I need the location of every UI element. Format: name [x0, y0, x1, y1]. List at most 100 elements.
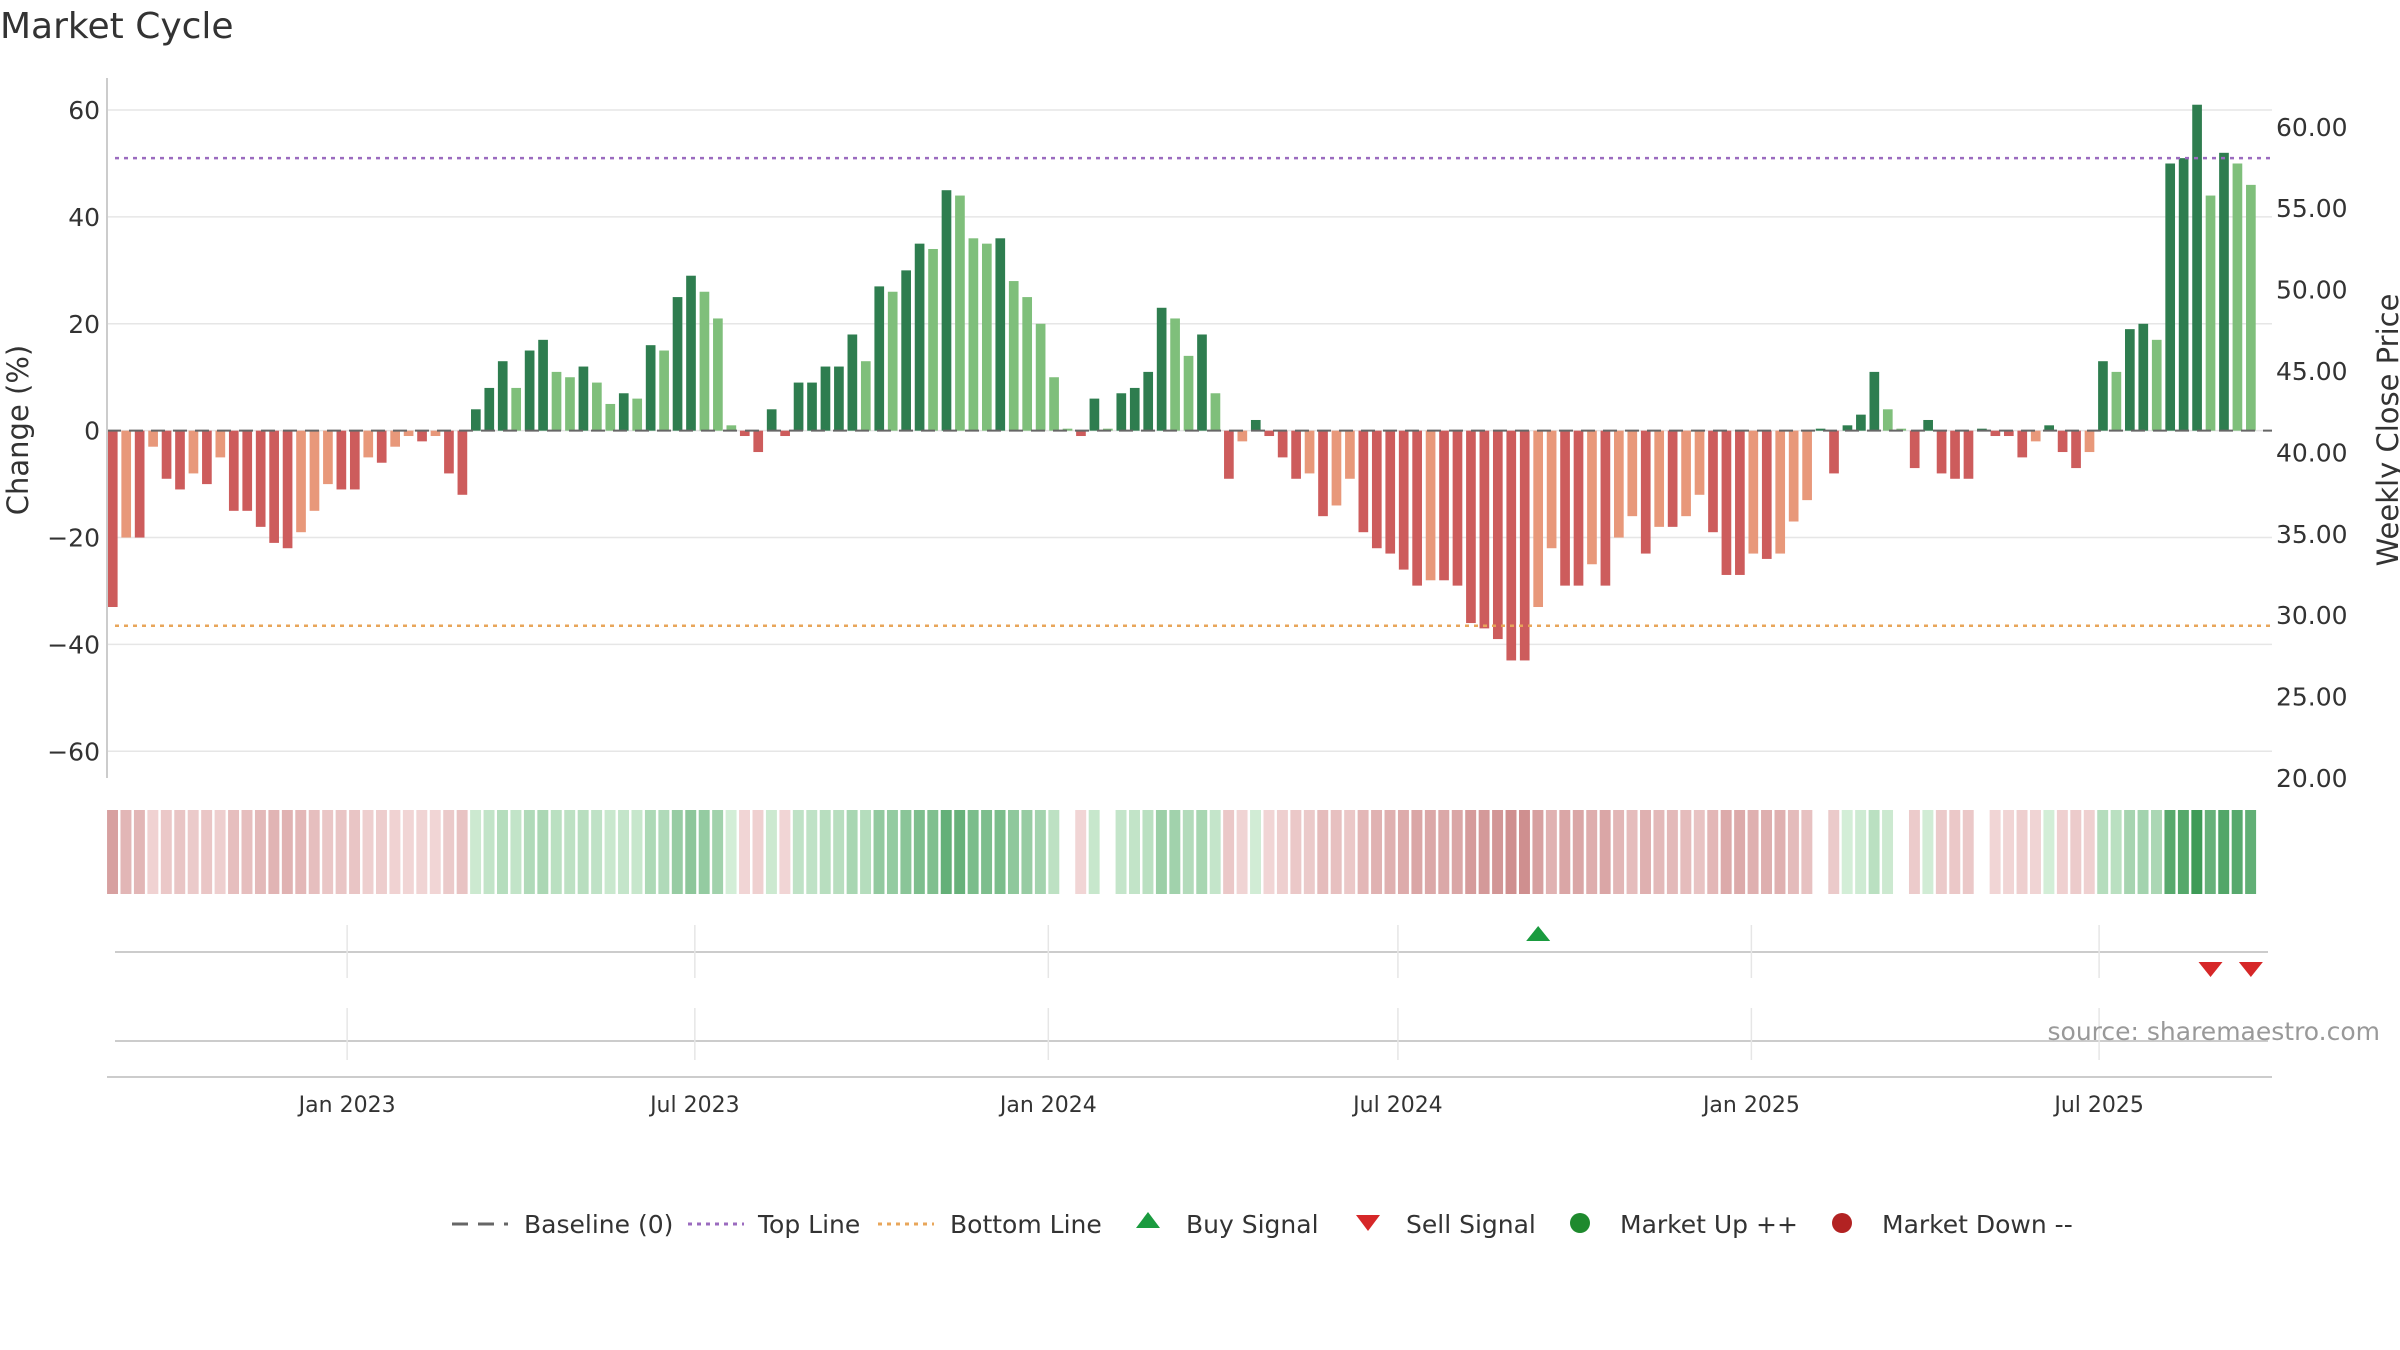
strip-cell [1518, 810, 1530, 894]
strip-cell [335, 810, 347, 894]
strip-cell [591, 810, 603, 894]
strip-cell [564, 810, 576, 894]
strip-cell [537, 810, 549, 894]
bar [1492, 430, 1503, 640]
bar [1909, 430, 1920, 469]
bar [202, 430, 212, 485]
bar [1197, 334, 1207, 431]
bar [2232, 163, 2243, 431]
strip-cell [577, 810, 589, 894]
strip-cell [1908, 810, 1920, 894]
bar [1950, 430, 1960, 479]
strip-cell [1774, 810, 1786, 894]
bar [296, 430, 306, 533]
bar [1802, 430, 1812, 501]
y-tick-label: −20 [47, 524, 100, 553]
bar [1990, 430, 2001, 437]
strip-cell [201, 810, 213, 894]
strip-cell [1196, 810, 1208, 894]
bar [484, 387, 495, 431]
strip-cell [1371, 810, 1383, 894]
strip-cell [658, 810, 670, 894]
bar [148, 430, 158, 447]
strip-cell [2043, 810, 2055, 894]
strip-cell [792, 810, 804, 894]
bar [1519, 430, 1530, 661]
bar [1721, 430, 1732, 575]
bar [2205, 195, 2216, 431]
strip-cell [1653, 810, 1665, 894]
bar [565, 377, 575, 431]
reference-lines [107, 156, 2272, 627]
strip-cell [174, 810, 186, 894]
x-tick-label: Jul 2025 [2052, 1093, 2144, 1118]
strip-cell [160, 810, 172, 894]
bar [1224, 430, 1234, 479]
heatmap-strip [107, 810, 2257, 894]
y-tick-label: 20 [68, 310, 100, 339]
y2-tick-label: 25.00 [2276, 683, 2348, 712]
y2-tick-label: 45.00 [2276, 357, 2348, 386]
bar [2246, 184, 2256, 431]
strip-cell [2137, 810, 2149, 894]
strip-cell [375, 810, 387, 894]
bar [1856, 414, 1866, 431]
y-tick-label: −60 [47, 737, 100, 766]
bar [1129, 387, 1140, 431]
bar [175, 430, 185, 490]
strip-cell [1169, 810, 1181, 894]
strip-cell [1747, 810, 1759, 894]
bar [1694, 430, 1705, 495]
y2-tick-label: 30.00 [2276, 601, 2348, 630]
bar [1331, 430, 1342, 506]
bar [686, 275, 696, 431]
strip-cell [860, 810, 872, 894]
bar [645, 345, 656, 431]
strip-cell [1250, 810, 1261, 894]
strip-cell [1882, 810, 1894, 894]
strip-cell [846, 810, 858, 894]
bar [188, 430, 199, 474]
strip-cell [1814, 810, 1826, 894]
strip-cell [416, 810, 428, 894]
x-tick-label: Jan 2023 [297, 1093, 396, 1118]
bar [1358, 430, 1369, 533]
strip-cell [295, 810, 307, 894]
bar [511, 387, 522, 431]
strip-cell [120, 810, 132, 894]
strip-cell [1102, 810, 1114, 894]
strip-cell [1855, 810, 1867, 894]
bar [282, 430, 293, 549]
bar [323, 430, 333, 485]
strip-cell [1209, 810, 1221, 894]
bar [336, 430, 347, 490]
bar [1923, 419, 1933, 431]
bar [1748, 430, 1759, 554]
source-note: source: sharemaestro.com [2048, 1017, 2381, 1046]
triangle-up-icon [1136, 1212, 1160, 1228]
strip-cell [1787, 810, 1799, 894]
bar [524, 350, 535, 431]
strip-cell [1949, 810, 1961, 894]
bar [753, 430, 764, 453]
bar [1210, 393, 1221, 431]
strip-cell [1276, 810, 1288, 894]
strip-cell [2029, 810, 2041, 894]
x-tick-label: Jul 2023 [648, 1093, 740, 1118]
bar [1170, 318, 1180, 431]
strip-cell [2191, 810, 2203, 894]
bar [255, 430, 266, 527]
x-tick-label: Jan 2024 [998, 1093, 1097, 1118]
strip-cell [1559, 810, 1571, 894]
y-tick-label: 40 [68, 203, 100, 232]
bar [1842, 425, 1853, 431]
legend-item: Buy Signal [1136, 1210, 1319, 1239]
strip-cell [1115, 810, 1127, 894]
y-axis-left-ticks: 60 40 20 0 −20 −40 −60 [47, 96, 100, 766]
bar [632, 398, 643, 431]
strip-cell [1075, 810, 1087, 894]
strip-cell [1021, 810, 1033, 894]
strip-cell [1841, 810, 1853, 894]
legend-label: Buy Signal [1186, 1210, 1319, 1239]
strip-cell [1492, 810, 1504, 894]
